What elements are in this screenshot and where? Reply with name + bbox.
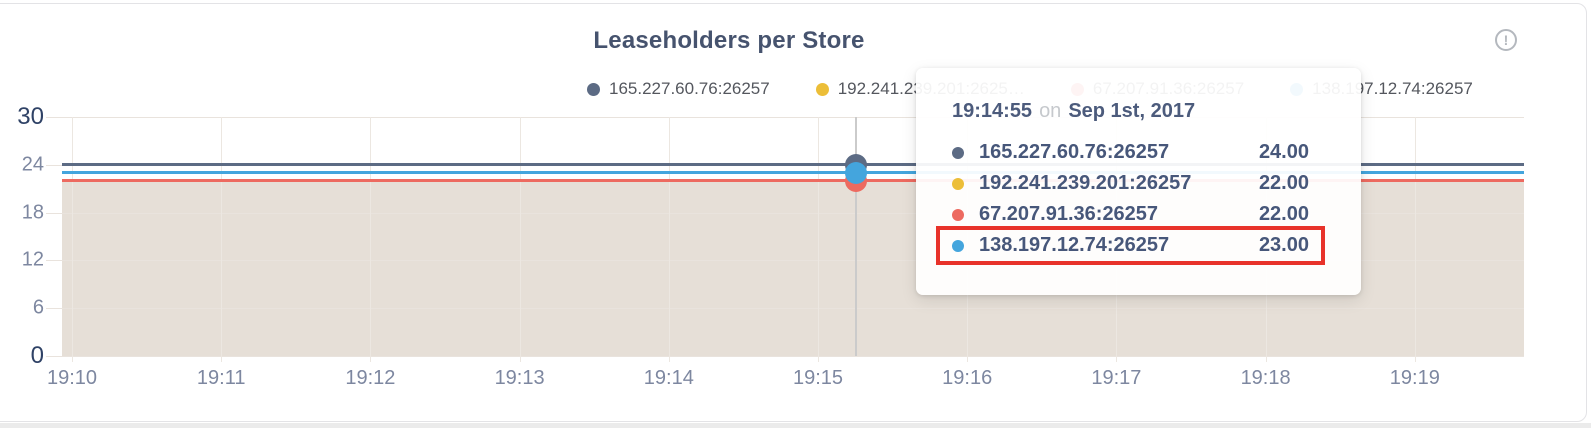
- tooltip-conjunction: on: [1039, 100, 1062, 122]
- tooltip-row: 192.241.239.201:26257 22.00: [940, 168, 1321, 199]
- page-background-strip: [0, 423, 1591, 428]
- tooltip-row-label: 192.241.239.201:26257: [979, 172, 1192, 194]
- tooltip-row: 67.207.91.36:26257 22.00: [940, 199, 1321, 230]
- legend-item[interactable]: 165.227.60.76:26257: [587, 79, 770, 99]
- x-axis-label: 19:16: [942, 367, 993, 389]
- h-gridline: [46, 117, 1524, 118]
- v-gridline: [519, 117, 521, 362]
- v-gridline: [370, 117, 372, 362]
- x-axis-label: 19:12: [345, 367, 396, 389]
- hover-point: [844, 161, 867, 184]
- y-axis-label: 24: [21, 153, 44, 176]
- legend-series-dot-icon: [587, 82, 600, 96]
- x-axis-label: 19:13: [494, 367, 545, 389]
- v-gridline: [668, 117, 670, 362]
- x-axis-label: 19:19: [1389, 367, 1440, 389]
- tooltip-rows: 165.227.60.76:26257 24.00 192.241.239.201:…: [936, 137, 1325, 265]
- h-gridline: [46, 356, 1524, 357]
- v-gridline: [72, 117, 73, 362]
- h-gridline: [46, 260, 1524, 262]
- x-axis-label: 19:10: [46, 367, 98, 389]
- y-axis-label: 6: [32, 296, 44, 319]
- v-gridline: [1414, 117, 1416, 362]
- v-gridline: [221, 117, 223, 362]
- chart-title: Leaseholders per Store: [593, 27, 865, 54]
- x-axis-label: 19:15: [792, 367, 844, 389]
- hover-guideline: [854, 117, 857, 356]
- y-axis-label: 18: [21, 201, 44, 224]
- tooltip-row-label: 138.197.12.74:26257: [979, 234, 1170, 256]
- tooltip-date: Sep 1st, 2017: [1068, 100, 1196, 122]
- legend-series-dot-icon: [815, 82, 829, 96]
- tooltip-row-label: 67.207.91.36:26257: [979, 203, 1159, 225]
- info-icon[interactable]: !: [1495, 29, 1517, 51]
- tooltip-series-dot-icon: [952, 239, 964, 252]
- series-line: [62, 163, 1524, 167]
- x-axis-label: 19:11: [196, 367, 246, 389]
- series-line: [62, 171, 1524, 175]
- tooltip-row-value: 22.00: [1258, 203, 1309, 225]
- y-axis-label: 0: [30, 342, 44, 369]
- h-gridline: [46, 308, 1524, 310]
- tooltip-row: 165.227.60.76:26257 24.00: [940, 137, 1321, 168]
- tooltip-series-dot-icon: [952, 208, 964, 221]
- v-gridline: [818, 117, 819, 362]
- hover-tooltip: 19:14:55 on Sep 1st, 2017 165.227.60.76:26…: [916, 68, 1361, 295]
- series-line: [62, 179, 1524, 183]
- legend-label: 165.227.60.76:26257: [609, 79, 770, 98]
- tooltip-series-dot-icon: [952, 146, 964, 159]
- tooltip-row-value: 23.00: [1258, 234, 1309, 256]
- y-axis-label: 12: [21, 248, 44, 271]
- tooltip-time: 19:14:55: [952, 100, 1033, 122]
- tooltip-row-value: 24.00: [1258, 141, 1309, 163]
- x-axis-label: 19:14: [643, 367, 694, 389]
- tooltip-row-value: 22.00: [1258, 172, 1309, 194]
- h-gridline: [46, 212, 1524, 214]
- tooltip-row-label: 165.227.60.76:26257: [979, 141, 1170, 163]
- tooltip-row-highlighted: 138.197.12.74:26257 23.00: [936, 226, 1325, 265]
- y-axis-label: 30: [17, 103, 44, 130]
- tooltip-header: 19:14:55 on Sep 1st, 2017: [952, 100, 1321, 123]
- tooltip-series-dot-icon: [952, 177, 964, 190]
- x-axis-label: 19:18: [1240, 367, 1291, 389]
- x-axis-label: 19:17: [1091, 367, 1142, 389]
